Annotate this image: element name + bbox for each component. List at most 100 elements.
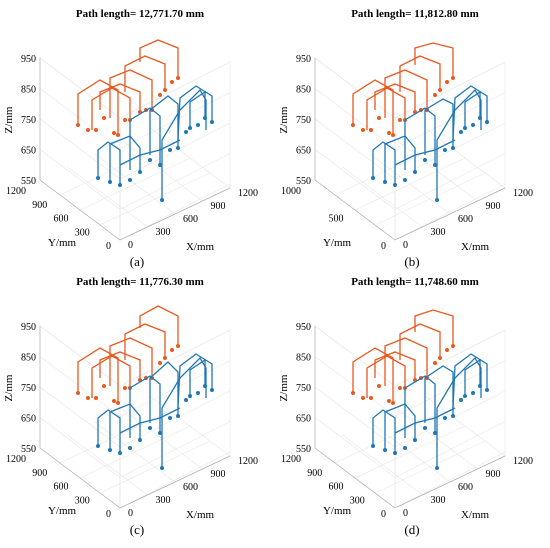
blue-point	[203, 384, 207, 388]
orange-path	[124, 323, 166, 360]
orange-path	[384, 69, 428, 118]
x-tick-label: 1200	[513, 456, 533, 467]
y-tick-label: 300	[75, 495, 90, 506]
x-axis-label: X/mm	[461, 509, 490, 521]
y-tick-label: 0	[106, 241, 111, 252]
axis-frame	[39, 58, 231, 241]
grid-z-line	[314, 417, 506, 478]
blue-point	[423, 158, 427, 162]
blue-point	[433, 431, 437, 435]
blue-point	[168, 416, 172, 420]
blue-point	[128, 178, 132, 182]
blue-point	[451, 146, 455, 150]
z-tick-label: 950	[296, 54, 311, 65]
x-tick-label: 900	[211, 201, 226, 212]
y-tick-label: 0	[381, 509, 386, 520]
grid-z-line	[314, 118, 506, 180]
blue-point	[393, 451, 397, 455]
blue-path	[189, 90, 206, 128]
blue-point	[403, 178, 407, 182]
blue-point	[478, 116, 482, 120]
blue-point	[485, 388, 489, 392]
blue-path	[394, 139, 456, 166]
blue-point	[478, 384, 482, 388]
orange-point	[361, 396, 365, 400]
grid-floor-line	[369, 421, 451, 483]
orange-path	[352, 347, 394, 403]
blue-point	[443, 148, 447, 152]
orange-point	[158, 93, 162, 97]
y-tick-label: 900	[32, 468, 47, 479]
blue-point	[443, 416, 447, 420]
x-tick-label: 900	[486, 469, 501, 480]
blue-point	[210, 120, 214, 124]
orange-point	[445, 80, 449, 84]
blue-point	[403, 446, 407, 450]
orange-path	[99, 351, 141, 378]
z-tick-label: 550	[21, 444, 36, 455]
x-tick-label: 300	[431, 227, 446, 238]
blue-path	[129, 107, 161, 170]
x-axis-label: X/mm	[461, 241, 490, 253]
z-tick-label: 950	[21, 322, 36, 333]
grid-z-line	[39, 57, 231, 119]
orange-point	[369, 128, 373, 132]
blue-path	[372, 409, 396, 453]
series-blue	[371, 85, 489, 202]
chart-title: Path length= 11,812.80 mm	[351, 8, 479, 20]
axis-frame	[314, 58, 506, 241]
orange-point	[170, 348, 174, 352]
panel-caption: (d)	[404, 522, 419, 537]
series-orange	[76, 39, 180, 137]
orange-point	[112, 399, 116, 403]
chart-title: Path length= 11,776.30 mm	[76, 276, 204, 288]
x-tick-label: 1200	[238, 188, 258, 199]
grid-floor-line	[99, 440, 211, 494]
blue-point	[118, 451, 122, 455]
x-tick-label: 900	[211, 469, 226, 480]
orange-point	[351, 391, 355, 395]
y-tick-label: 1000	[281, 186, 301, 197]
blue-point	[176, 414, 180, 418]
blue-point	[485, 120, 489, 124]
y-tick-label: 600	[54, 214, 69, 225]
blue-point	[108, 180, 112, 184]
z-axis-label: Z/mm	[3, 374, 15, 401]
blue-point	[463, 394, 467, 398]
grid-z-line	[314, 179, 506, 241]
grid-z-line	[314, 325, 506, 387]
blue-point	[435, 198, 439, 202]
grid-z-line	[314, 356, 506, 417]
grid-z-line	[314, 386, 506, 448]
orange-path	[352, 79, 394, 135]
grid-z-line	[39, 386, 231, 448]
blue-path	[464, 358, 481, 396]
blue-path	[424, 98, 454, 155]
z-tick-label: 950	[21, 54, 36, 65]
x-axis-label: X/mm	[186, 509, 215, 521]
x-tick-label: 600	[183, 482, 198, 493]
x-tick-label: 1200	[238, 456, 258, 467]
y-tick-label: 600	[329, 482, 344, 493]
blue-point	[188, 126, 192, 130]
orange-point	[438, 356, 442, 360]
blue-point	[423, 426, 427, 430]
blue-point	[148, 426, 152, 430]
blue-path	[161, 88, 207, 200]
blue-point	[118, 183, 122, 187]
blue-point	[108, 448, 112, 452]
blue-point	[463, 126, 467, 130]
blue-point	[413, 438, 417, 442]
orange-point	[76, 123, 80, 127]
grid-z-line	[39, 447, 231, 509]
orange-point	[351, 123, 355, 127]
orange-point	[102, 384, 106, 388]
series-blue	[96, 85, 214, 202]
blue-path	[97, 409, 121, 453]
grid-z-line	[39, 118, 231, 180]
y-tick-label: 0	[381, 241, 386, 252]
chart-panel-a: Path length= 12,771.70 mm 950 850 750 650 550…	[3, 8, 258, 269]
x-tick-label: 600	[183, 214, 198, 225]
orange-point	[369, 396, 373, 400]
